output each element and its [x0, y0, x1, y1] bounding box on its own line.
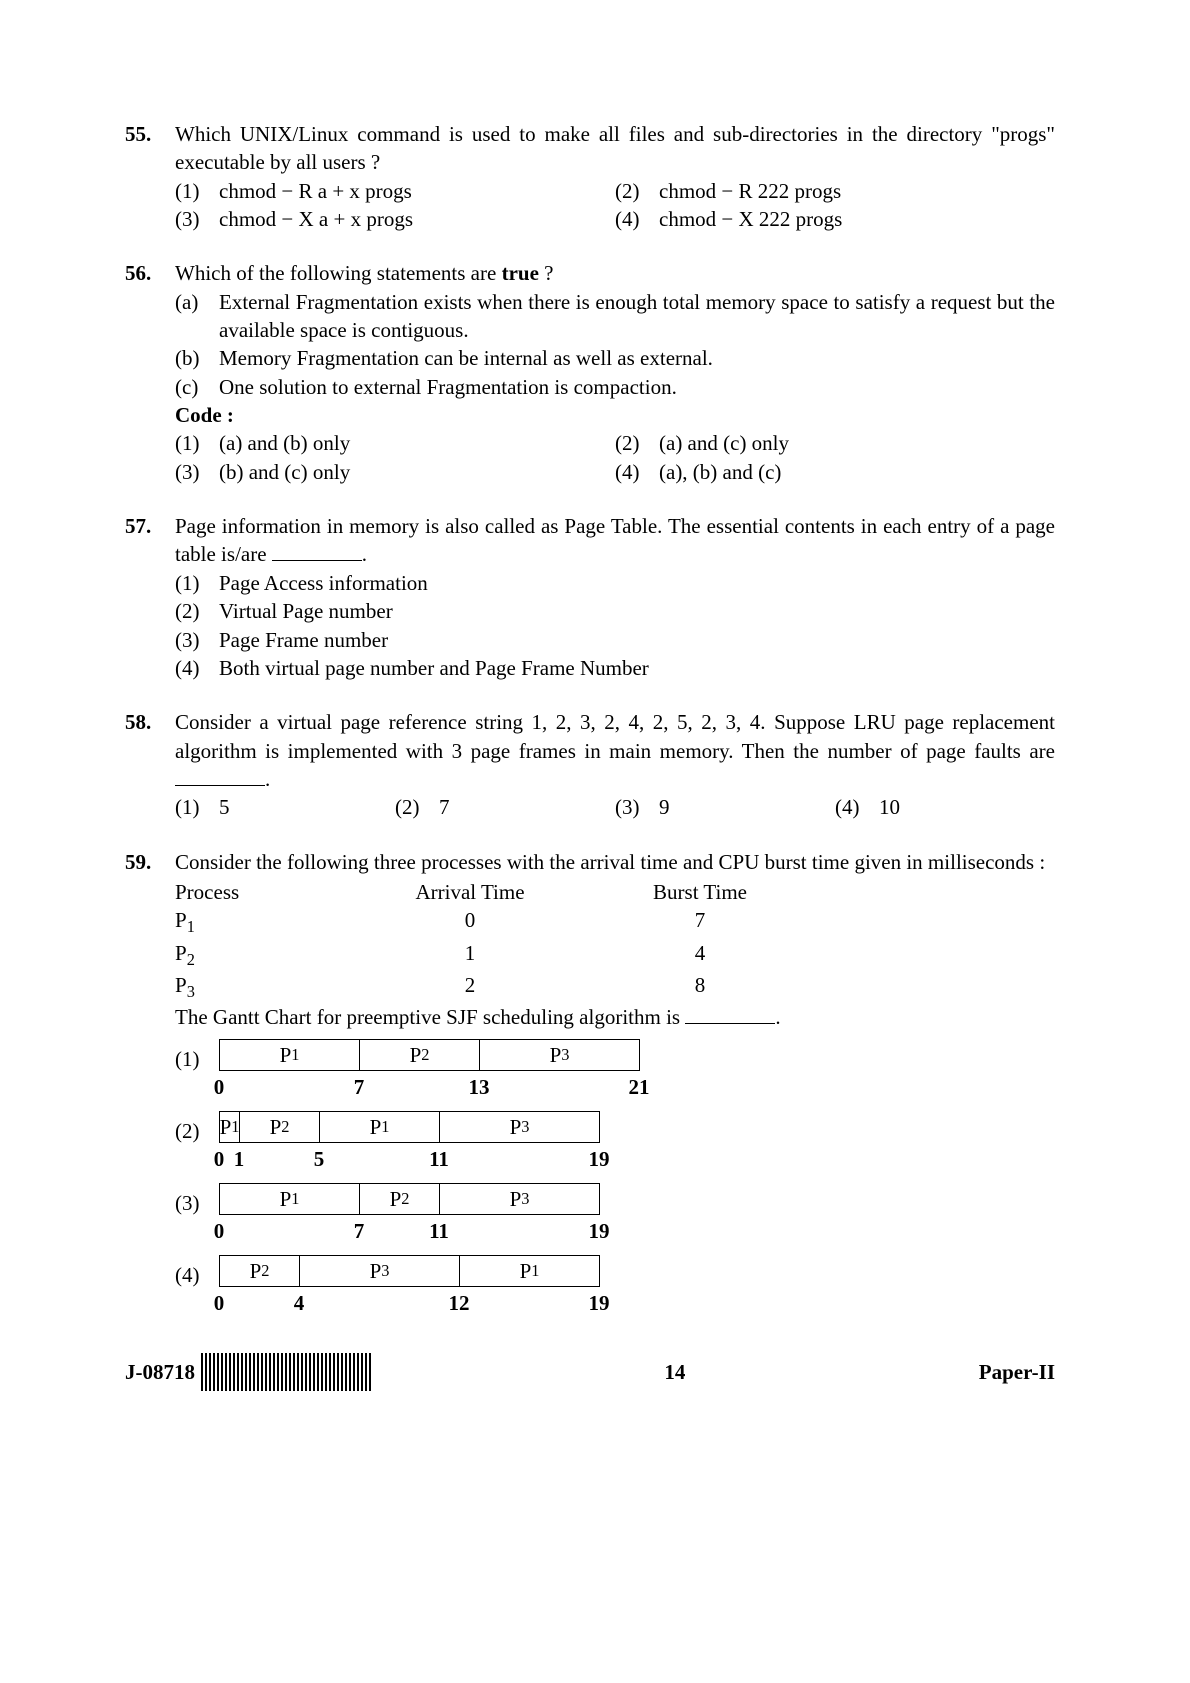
gantt-segment: P3 — [440, 1184, 600, 1214]
post-table-text: The Gantt Chart for preemptive SJF sched… — [175, 1003, 1055, 1031]
gantt-segment: P3 — [300, 1256, 460, 1286]
gantt-tick: 12 — [449, 1289, 470, 1317]
gantt-segment: P1 — [220, 1184, 360, 1214]
gantt-tick: 0 — [214, 1073, 225, 1101]
gantt-ticks: 071321 — [219, 1071, 639, 1093]
gantt-option: (2)P1P2P1P30151119 — [175, 1111, 1055, 1165]
question-56: 56. Which of the following statements ar… — [125, 259, 1055, 486]
gantt-segment: P2 — [360, 1040, 480, 1070]
gantt-segment: P1 — [220, 1112, 240, 1142]
question-number: 58. — [125, 708, 175, 821]
gantt-segment: P2 — [220, 1256, 300, 1286]
question-stem: Page information in memory is also calle… — [175, 512, 1055, 569]
question-stem: Consider the following three processes w… — [175, 848, 1055, 876]
question-59: 59. Consider the following three process… — [125, 848, 1055, 1328]
exam-page: 55. Which UNIX/Linux command is used to … — [65, 0, 1125, 1431]
gantt-option: (3)P1P2P3071119 — [175, 1183, 1055, 1237]
gantt-segment: P1 — [320, 1112, 440, 1142]
gantt-tick: 7 — [354, 1217, 365, 1245]
question-number: 56. — [125, 259, 175, 486]
question-57: 57. Page information in memory is also c… — [125, 512, 1055, 682]
options: (1)chmod − R a + x progs (2)chmod − R 22… — [175, 177, 1055, 234]
options: (1)5 (2)7 (3)9 (4)10 — [175, 793, 1055, 821]
gantt-tick: 19 — [589, 1289, 610, 1317]
page-footer: J-08718 14 Paper-II — [125, 1353, 1055, 1391]
gantt-ticks: 041219 — [219, 1287, 599, 1309]
gantt-bar: P1P2P3 — [219, 1039, 640, 1071]
gantt-tick: 19 — [589, 1145, 610, 1173]
option-number: (4) — [175, 1255, 219, 1289]
options: (1)Page Access information (2)Virtual Pa… — [175, 569, 1055, 682]
gantt-tick: 0 — [214, 1145, 225, 1173]
process-table: Process Arrival Time Burst Time P1 0 7 P… — [175, 878, 1055, 1003]
gantt-tick: 7 — [354, 1073, 365, 1101]
question-stem: Which UNIX/Linux command is used to make… — [175, 120, 1055, 177]
gantt-segment: P3 — [440, 1112, 600, 1142]
gantt-segment: P1 — [220, 1040, 360, 1070]
question-number: 55. — [125, 120, 175, 233]
question-58: 58. Consider a virtual page reference st… — [125, 708, 1055, 821]
gantt-tick: 19 — [589, 1217, 610, 1245]
question-stem: Which of the following statements are tr… — [175, 259, 1055, 287]
option-number: (2) — [175, 1111, 219, 1145]
gantt-bar: P2P3P1 — [219, 1255, 600, 1287]
option-number: (3) — [175, 1183, 219, 1217]
paper-label: Paper-II — [979, 1358, 1055, 1386]
barcode-icon — [201, 1353, 371, 1391]
paper-code: J-08718 — [125, 1358, 195, 1386]
code-label: Code : — [175, 401, 1055, 429]
gantt-segment: P3 — [480, 1040, 640, 1070]
gantt-option: (1)P1P2P3071321 — [175, 1039, 1055, 1093]
option-number: (1) — [175, 1039, 219, 1073]
question-number: 59. — [125, 848, 175, 1328]
gantt-bar: P1P2P1P3 — [219, 1111, 600, 1143]
gantt-tick: 21 — [629, 1073, 650, 1101]
gantt-tick: 4 — [294, 1289, 305, 1317]
gantt-segment: P2 — [360, 1184, 440, 1214]
gantt-ticks: 071119 — [219, 1215, 599, 1237]
page-number: 14 — [371, 1358, 979, 1386]
gantt-bar: P1P2P3 — [219, 1183, 600, 1215]
options: (1)(a) and (b) only (2)(a) and (c) only … — [175, 429, 1055, 486]
gantt-tick: 5 — [314, 1145, 325, 1173]
gantt-ticks: 0151119 — [219, 1143, 599, 1165]
gantt-tick: 0 — [214, 1289, 225, 1317]
question-stem: Consider a virtual page reference string… — [175, 708, 1055, 793]
question-55: 55. Which UNIX/Linux command is used to … — [125, 120, 1055, 233]
gantt-segment: P1 — [460, 1256, 600, 1286]
gantt-tick: 11 — [429, 1217, 449, 1245]
gantt-tick: 1 — [234, 1145, 245, 1173]
gantt-tick: 13 — [469, 1073, 490, 1101]
gantt-tick: 11 — [429, 1145, 449, 1173]
question-number: 57. — [125, 512, 175, 682]
gantt-tick: 0 — [214, 1217, 225, 1245]
gantt-options: (1)P1P2P3071321(2)P1P2P1P30151119(3)P1P2… — [175, 1039, 1055, 1309]
gantt-segment: P2 — [240, 1112, 320, 1142]
gantt-option: (4)P2P3P1041219 — [175, 1255, 1055, 1309]
